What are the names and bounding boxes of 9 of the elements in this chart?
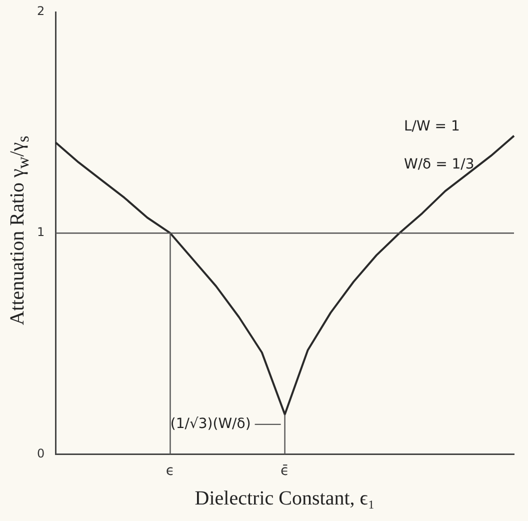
x-tick-label: ϵ̄ [280, 463, 290, 480]
annotation: (1/√3)(W/δ) [170, 416, 251, 432]
annotation: W/δ = 1/3 [404, 156, 474, 173]
x-axis-title: Dielectric Constant, ϵ₁ [194, 487, 375, 510]
y-tick-label: 2 [36, 4, 45, 18]
y-tick-label: 1 [36, 225, 45, 240]
y-tick-label: 0 [36, 446, 45, 460]
x-tick-label: ϵ [166, 463, 175, 480]
annotation: L/W = 1 [404, 118, 460, 135]
